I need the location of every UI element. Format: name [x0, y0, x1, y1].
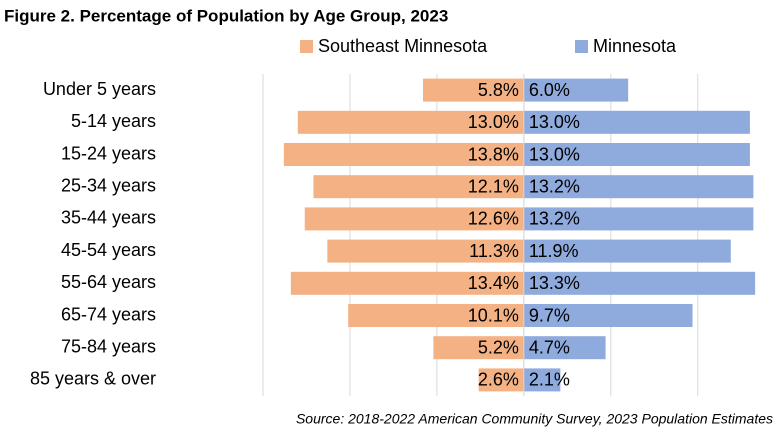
data-label: 2.6%: [478, 370, 519, 390]
y-tick-label: 45-54 years: [61, 240, 156, 260]
data-label: 5.2%: [478, 337, 519, 357]
data-label: 13.2%: [529, 176, 580, 196]
data-label: 13.0%: [529, 144, 580, 164]
legend-label: Minnesota: [593, 36, 677, 56]
bar: [422, 78, 524, 102]
legend-swatch: [300, 40, 313, 53]
data-label: 13.4%: [468, 273, 519, 293]
data-label: 5.8%: [478, 80, 519, 100]
data-label: 13.2%: [529, 209, 580, 229]
y-tick-label: 35-44 years: [61, 208, 156, 228]
bar: [313, 175, 524, 199]
data-label: 13.3%: [529, 273, 580, 293]
data-label: 12.1%: [468, 176, 519, 196]
bar: [327, 239, 524, 263]
y-tick-label: 15-24 years: [61, 143, 156, 163]
bar: [297, 110, 524, 134]
bar: [523, 239, 731, 263]
bar: [523, 78, 629, 102]
data-label: 4.7%: [529, 337, 570, 357]
bar: [523, 336, 606, 360]
source-note: Source: 2018-2022 American Community Sur…: [296, 411, 773, 427]
data-label: 11.3%: [469, 241, 519, 261]
bar: [283, 143, 524, 166]
bar: [290, 271, 524, 295]
legend-swatch: [575, 40, 588, 53]
y-tick-label: 5-14 years: [71, 111, 156, 131]
y-tick-label: 75-84 years: [61, 336, 156, 356]
bar: [523, 175, 754, 199]
y-tick-label: 55-64 years: [61, 272, 156, 292]
data-label: 12.6%: [468, 209, 519, 229]
data-label: 13.8%: [468, 144, 519, 164]
bar: [523, 271, 756, 295]
data-label: 13.0%: [468, 112, 519, 132]
data-label: 2.1%: [529, 370, 570, 390]
bar: [433, 336, 524, 360]
data-label: 6.0%: [529, 80, 570, 100]
bar: [348, 304, 524, 327]
legend-label: Southeast Minnesota: [318, 36, 488, 56]
data-label: 11.9%: [529, 241, 579, 261]
data-label: 10.1%: [468, 305, 519, 325]
y-tick-label: Under 5 years: [43, 79, 156, 99]
bar: [523, 304, 693, 327]
y-tick-label: 65-74 years: [61, 304, 156, 324]
bar: [523, 143, 750, 166]
bar: [523, 110, 750, 134]
data-label: 9.7%: [529, 305, 570, 325]
bar: [523, 368, 561, 392]
bar: [478, 368, 524, 392]
y-tick-label: 85 years & over: [30, 369, 156, 389]
y-tick-label: 25-34 years: [61, 175, 156, 195]
chart-title: Figure 2. Percentage of Population by Ag…: [4, 6, 448, 25]
bar: [523, 207, 754, 231]
bar: [304, 207, 524, 231]
data-label: 13.0%: [529, 112, 580, 132]
